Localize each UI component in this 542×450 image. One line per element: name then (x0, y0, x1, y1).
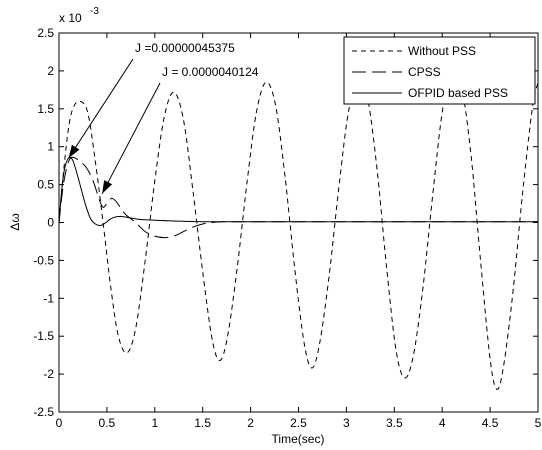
x-tick-label: 4.5 (482, 416, 499, 430)
y-tick-label: -1 (43, 291, 54, 305)
x-tick-label: 3.5 (386, 416, 403, 430)
annotation-j-ofpid-arrow (68, 58, 134, 159)
y-multiplier-exponent: -3 (90, 6, 99, 17)
legend-label-cpss: CPSS (408, 65, 441, 79)
legend-label-without-pss: Without PSS (408, 44, 476, 58)
x-tick-label: 3 (343, 416, 350, 430)
y-multiplier-base: x 10 (59, 11, 82, 25)
x-tick-label: 2 (247, 416, 254, 430)
x-axis-label: Time(sec) (272, 432, 325, 446)
y-tick-label: 1 (47, 140, 54, 154)
y-tick-label: -0.5 (33, 253, 54, 267)
series-ofpid-pss (59, 156, 538, 227)
y-tick-label: 2 (47, 64, 54, 78)
x-tick-label: 5 (535, 416, 542, 430)
annotation-layer: J =0.00000045375 J = 0.0000040124 (68, 41, 259, 194)
x-tick-label: 0.5 (99, 416, 116, 430)
legend-label-ofpid: OFPID based PSS (408, 86, 508, 100)
legend: Without PSS CPSS OFPID based PSS (343, 36, 536, 105)
tick-layer: 0 0.5 1 1.5 2 2.5 3 3.5 4 4.5 5 -2.5 -2 -1.5 -1 -0.5 0 0.… (33, 26, 541, 430)
y-tick-label: 0 (47, 216, 54, 230)
annotation-j-cpss-label: J = 0.0000040124 (162, 65, 259, 79)
y-tick-label: -2.5 (33, 405, 54, 419)
x-tick-label: 1.5 (194, 416, 211, 430)
y-tick-label: 2.5 (37, 26, 54, 40)
annotation-j-ofpid-label: J =0.00000045375 (135, 41, 235, 55)
y-tick-label: -2 (43, 367, 54, 381)
y-tick-label: -1.5 (33, 329, 54, 343)
x-tick-label: 1 (151, 416, 158, 430)
x-tick-label: 4 (439, 416, 446, 430)
annotation-j-ofpid-arrowhead (68, 144, 80, 159)
y-tick-label: 1.5 (37, 102, 54, 116)
y-axis-label: Δω (8, 213, 22, 230)
annotation-j-cpss-arrow (101, 82, 161, 194)
y-tick-label: 0.5 (37, 178, 54, 192)
annotation-j-cpss-arrowhead (102, 180, 113, 194)
x-tick-label: 0 (56, 416, 63, 430)
x-tick-label: 2.5 (290, 416, 307, 430)
